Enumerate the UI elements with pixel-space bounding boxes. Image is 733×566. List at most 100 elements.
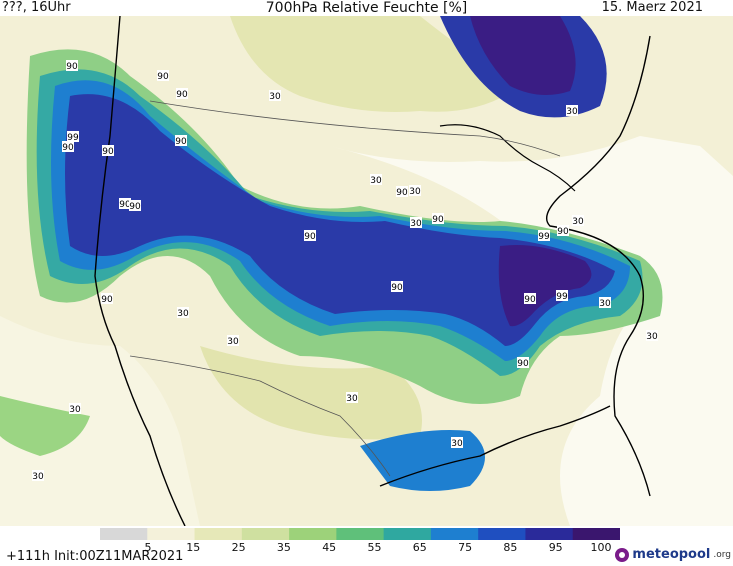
contour-label: 30 bbox=[566, 105, 578, 117]
brand-name: meteopool bbox=[632, 547, 711, 562]
contour-label: 99 bbox=[538, 230, 550, 242]
contour-label: 90 bbox=[101, 293, 113, 305]
contour-label: 30 bbox=[32, 470, 44, 482]
border-canada-us bbox=[149, 100, 561, 157]
brand-logo[interactable]: meteopool .org bbox=[615, 547, 731, 562]
contour-label: 90 bbox=[102, 145, 114, 157]
colorbar-tick-label: 100 bbox=[590, 541, 612, 554]
svg-text:90: 90 bbox=[304, 232, 316, 242]
map-date: 15. Maerz 2021 bbox=[601, 0, 703, 15]
contour-label: 90 bbox=[432, 213, 444, 225]
svg-text:90: 90 bbox=[391, 283, 403, 293]
moist-strip-pacific bbox=[0, 396, 90, 456]
colorbar bbox=[100, 528, 620, 540]
contour-label: 30 bbox=[346, 392, 358, 404]
contour-label: 30 bbox=[227, 335, 239, 347]
contour-label: 90 bbox=[66, 60, 78, 72]
contour-label: 99 bbox=[556, 290, 568, 302]
contour-label: 90 bbox=[517, 357, 529, 369]
colorbar-cell bbox=[336, 528, 385, 540]
contour-label: 30 bbox=[572, 215, 584, 227]
contour-label: 90 bbox=[119, 198, 131, 210]
svg-text:90: 90 bbox=[432, 215, 444, 225]
svg-text:90: 90 bbox=[129, 202, 141, 212]
svg-text:30: 30 bbox=[32, 472, 44, 482]
great-lakes-outline bbox=[439, 124, 576, 192]
svg-text:90: 90 bbox=[396, 188, 408, 198]
saturated-core-quebec-inner bbox=[470, 16, 576, 95]
svg-text:90: 90 bbox=[517, 359, 529, 369]
map-timestamp: ???, 16Uhr bbox=[2, 0, 71, 15]
contour-label: 30 bbox=[451, 437, 463, 449]
contour-label: 90 bbox=[157, 70, 169, 82]
svg-text:90: 90 bbox=[176, 90, 188, 100]
colorbar-tick-label: 85 bbox=[503, 541, 518, 554]
colorbar-cell bbox=[241, 528, 290, 540]
colorbar-cell bbox=[430, 528, 479, 540]
svg-text:90: 90 bbox=[157, 72, 169, 82]
coastline-atlantic bbox=[546, 35, 651, 497]
moist-band-canada bbox=[230, 16, 520, 112]
meteopool-logo-icon bbox=[615, 547, 630, 562]
contour-label: 30 bbox=[269, 90, 281, 102]
colorbar-tick-label: 55 bbox=[367, 541, 382, 554]
colorbar-cell bbox=[525, 528, 574, 540]
colorbar-cell bbox=[100, 528, 148, 540]
colorbar-tick-label: 15 bbox=[186, 541, 201, 554]
colorbar-cell bbox=[572, 528, 620, 540]
svg-text:90: 90 bbox=[102, 147, 114, 157]
colorbar-cell bbox=[383, 528, 432, 540]
svg-text:90: 90 bbox=[101, 295, 113, 305]
svg-text:30: 30 bbox=[451, 439, 463, 449]
svg-text:30: 30 bbox=[646, 332, 658, 342]
coastline-gulf bbox=[379, 405, 611, 487]
colorbar-cell bbox=[147, 528, 196, 540]
colorbar-cell bbox=[194, 528, 243, 540]
contour-label: 30 bbox=[410, 217, 422, 229]
contour-label: 99 bbox=[67, 131, 79, 143]
svg-text:30: 30 bbox=[346, 394, 358, 404]
contour-label: 90 bbox=[391, 281, 403, 293]
svg-text:90: 90 bbox=[62, 143, 74, 153]
svg-text:99: 99 bbox=[67, 133, 79, 143]
svg-text:90: 90 bbox=[175, 137, 187, 147]
coastline-pacific bbox=[94, 16, 186, 526]
colorbar-tick-label: 95 bbox=[548, 541, 563, 554]
contour-label: 90 bbox=[304, 230, 316, 242]
svg-text:30: 30 bbox=[566, 107, 578, 117]
contour-label: 90 bbox=[176, 88, 188, 100]
svg-text:90: 90 bbox=[66, 62, 78, 72]
humidity-band-darkblue bbox=[65, 94, 615, 346]
contour-label: 90 bbox=[396, 186, 408, 198]
contour-label: 30 bbox=[599, 297, 611, 309]
svg-text:30: 30 bbox=[177, 309, 189, 319]
contour-label: 30 bbox=[409, 185, 421, 197]
colorbar-tick-label: 25 bbox=[231, 541, 246, 554]
contour-label: 30 bbox=[177, 307, 189, 319]
colorbar-tick-label: 35 bbox=[276, 541, 291, 554]
contour-label: 30 bbox=[370, 174, 382, 186]
map-title: 700hPa Relative Feuchte [%] bbox=[265, 0, 468, 16]
colorbar-tick-label: 5 bbox=[144, 541, 152, 554]
contour-label: 90 bbox=[557, 225, 569, 237]
svg-text:30: 30 bbox=[370, 176, 382, 186]
contour-label: 90 bbox=[524, 293, 536, 305]
contour-label: 30 bbox=[69, 403, 81, 415]
svg-text:99: 99 bbox=[556, 292, 568, 302]
init-time: +111h Init:00Z11MAR2021 bbox=[6, 549, 184, 564]
border-us-mexico bbox=[129, 355, 391, 477]
svg-text:30: 30 bbox=[599, 299, 611, 309]
dry-zone-east bbox=[330, 136, 733, 526]
colorbar-cell bbox=[478, 528, 526, 540]
dry-zone-southwest bbox=[0, 316, 200, 526]
saturated-core-east bbox=[498, 245, 592, 327]
contour-label: 90 bbox=[175, 135, 187, 147]
contour-label: 30 bbox=[646, 330, 658, 342]
svg-text:30: 30 bbox=[409, 187, 421, 197]
contour-label: 90 bbox=[129, 200, 141, 212]
svg-text:90: 90 bbox=[524, 295, 536, 305]
svg-text:90: 90 bbox=[119, 200, 131, 210]
colorbar-tick-label: 65 bbox=[412, 541, 427, 554]
